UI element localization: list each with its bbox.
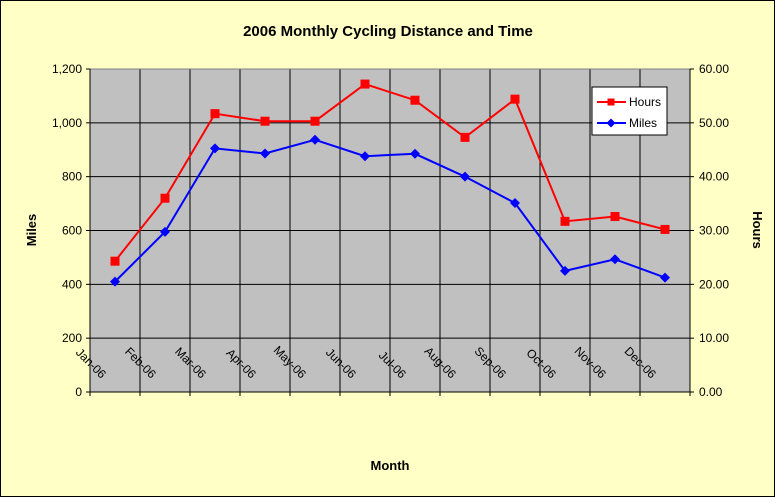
legend-miles-label: Miles [629, 116, 657, 130]
miles-point [210, 143, 220, 154]
y-tick-label: 600 [62, 224, 82, 238]
miles-point [560, 265, 570, 276]
y-tick-label: 1,200 [52, 62, 82, 76]
miles-point [260, 148, 270, 159]
hours-point [210, 109, 220, 119]
hours-point [260, 116, 270, 126]
hours-point [360, 79, 370, 89]
legend-hours-marker [607, 98, 615, 106]
legend-hours-label: Hours [629, 95, 661, 109]
chart-title: 2006 Monthly Cycling Distance and Time [243, 23, 533, 40]
miles-point [610, 254, 620, 265]
hours-point [610, 212, 620, 222]
y-axis-title: Miles [24, 214, 39, 247]
y2-tick-label: 10.00 [699, 331, 729, 345]
y2-tick-label: 30.00 [699, 224, 729, 238]
hours-point [160, 193, 170, 203]
miles-point [660, 272, 670, 283]
hours-point [310, 116, 320, 126]
miles-series-line [114, 138, 666, 283]
hours-point [510, 94, 520, 104]
miles-point [310, 134, 320, 145]
y2-tick-label: 20.00 [699, 277, 729, 291]
miles-point [460, 171, 470, 182]
y-tick-label: 200 [62, 331, 82, 345]
y-tick-label: 800 [62, 170, 82, 184]
y2-axis-title: Hours [750, 211, 765, 249]
y2-tick-label: 60.00 [699, 62, 729, 76]
hours-point [410, 95, 420, 105]
hours-point [110, 256, 120, 266]
series-lines-group [110, 79, 670, 287]
miles-point [360, 151, 370, 162]
hours-point [460, 132, 470, 142]
miles-point [110, 276, 120, 287]
hours-point [660, 224, 670, 234]
y-tick-label: 0 [75, 385, 82, 399]
legend-box [591, 86, 668, 136]
miles-point [410, 148, 420, 159]
legend-miles-marker [606, 118, 616, 128]
y2-tick-label: 40.00 [699, 170, 729, 184]
y2-tick-label: 0.00 [699, 385, 723, 399]
hours-point [560, 216, 570, 226]
hours-series-line [114, 82, 666, 262]
x-axis-title: Month [371, 458, 410, 473]
y-tick-label: 1,000 [52, 116, 82, 130]
miles-point [160, 226, 170, 237]
miles-point [510, 198, 520, 209]
legend: Hours Miles [591, 86, 668, 136]
y-tick-label: 400 [62, 277, 82, 291]
y2-tick-label: 50.00 [699, 116, 729, 130]
